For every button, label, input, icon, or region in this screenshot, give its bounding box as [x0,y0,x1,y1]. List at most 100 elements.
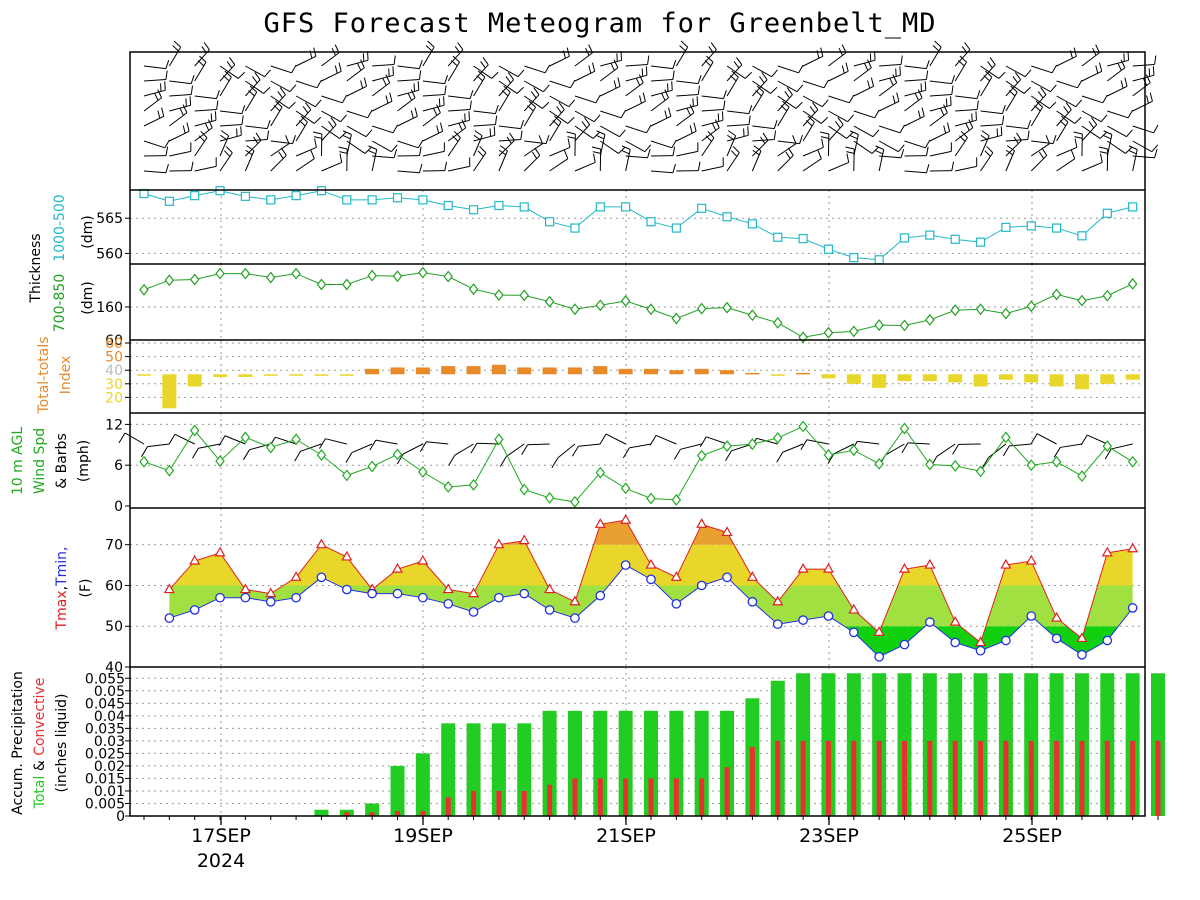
thickness-500-point [240,191,250,201]
wind-barb-flag [686,107,691,116]
wind-barb-flag [312,131,322,135]
surface-barb-flag [571,446,579,457]
wind-barb-flag [729,75,737,82]
wind-speed-point [392,448,403,461]
wind-barb-staff [625,125,647,134]
surface-barb [578,443,601,447]
wind-barb-flag [302,106,309,114]
wind-barb-flag [705,135,712,142]
tt-bar [441,366,456,375]
wind-speed-point [874,457,884,470]
wind-barb-staff [802,146,824,157]
wind-barb-flag [494,104,499,114]
surface-barb-flag [952,444,959,455]
wind-barb-staff [676,130,697,142]
tt-bar [238,374,253,377]
wind-barb-staff [169,104,191,112]
wind-barb-flag [581,121,588,129]
surface-barb-flag [827,453,835,464]
wind-barb-staff [523,155,541,172]
wind-barb-flag [892,74,898,83]
y-tick-label: 60 [105,333,123,349]
wind-barb-staff [1005,150,1015,172]
wind-barb-flag [807,115,815,123]
wind-barb-staff [270,143,290,157]
tmin-point [772,619,783,630]
wind-barb-flag [480,61,486,69]
wind-speed-point [342,469,352,482]
precip-conv-bar [800,740,806,816]
wind-barb-flag [389,92,393,102]
surface-barb-flag [118,432,126,444]
wind-barb-staff [422,150,445,157]
tmin-point [595,590,606,601]
wind-barb-flag [1152,66,1155,76]
tmax-point [265,587,277,598]
wind-barb-staff [194,61,207,82]
wind-barb-flag [538,135,543,144]
thickness-500-point [367,195,377,205]
wind-barb-flag [186,122,190,132]
wind-barb-flag [1153,124,1159,134]
wind-barb-staff [448,108,471,112]
precip-conv-bar [344,812,350,816]
wind-barb-flag [787,147,794,156]
tmin-point [519,588,530,599]
wind-barb-flag [820,116,829,124]
wind-barb-flag [1002,115,1005,125]
wind-barb-staff [599,67,619,82]
y-tick-label: 0.04 [94,709,125,725]
surface-barb [375,439,398,445]
wind-barb-flag [479,145,487,154]
precip-conv-bar [1155,740,1161,816]
wind-barb-flag [752,149,760,156]
wind-barb-flag [975,111,977,121]
surface-barb-flag [1080,434,1088,446]
y-tick-label: 0.01 [94,784,125,800]
wind-barb-staff [295,55,317,67]
wind-barb-flag [1145,74,1151,83]
wind-barb-staff [574,124,591,142]
wind-barb-flag [216,100,219,110]
wind-barb-flag [1117,62,1122,71]
wind-barb-staff [1005,65,1026,78]
wind-barb-staff [1132,155,1155,159]
surface-barb [300,443,322,452]
wind-barb-staff [549,158,569,172]
y-tick-label: 160 [96,300,123,316]
tmin-point [1102,635,1113,646]
tt-bar [1074,374,1089,390]
wind-barb-flag [1074,116,1082,124]
wind-barb-flag [1154,55,1157,65]
wind-barb-staff [321,70,342,82]
surface-barb-flag [521,444,529,456]
surface-barb-flag [470,442,478,454]
wind-barb-flag [958,60,965,67]
wind-barb-flag [165,59,170,69]
wind-barb-staff [955,108,978,112]
thickness-850-point [950,304,960,317]
tmin-point [291,592,301,603]
precip-conv-bar [1028,740,1034,816]
precip-label-2: Total & Convective [32,678,48,810]
wind-barb-flag [950,96,952,106]
wind-barb-flag [495,115,498,125]
surface-barb-flag [649,435,657,446]
wind-barb-flag [305,102,312,110]
wind-barb-flag [870,77,875,87]
wind-barb-staff [802,158,822,172]
precip-conv-bar [724,767,730,816]
tmin-point [215,592,225,603]
tmin-point [1026,611,1037,621]
thickness-850-point [494,289,504,302]
wind-barb-staff [751,91,765,112]
wind-speed-point [1102,440,1113,453]
wind-barb-staff [1081,125,1101,139]
date-label-21sep: 21SEP [596,825,656,847]
wind-barb-staff [447,61,460,82]
wind-barb-flag [771,69,778,77]
tmin-point [494,592,504,603]
wind-speed-point [595,466,606,479]
wind-barb-staff [549,55,570,67]
